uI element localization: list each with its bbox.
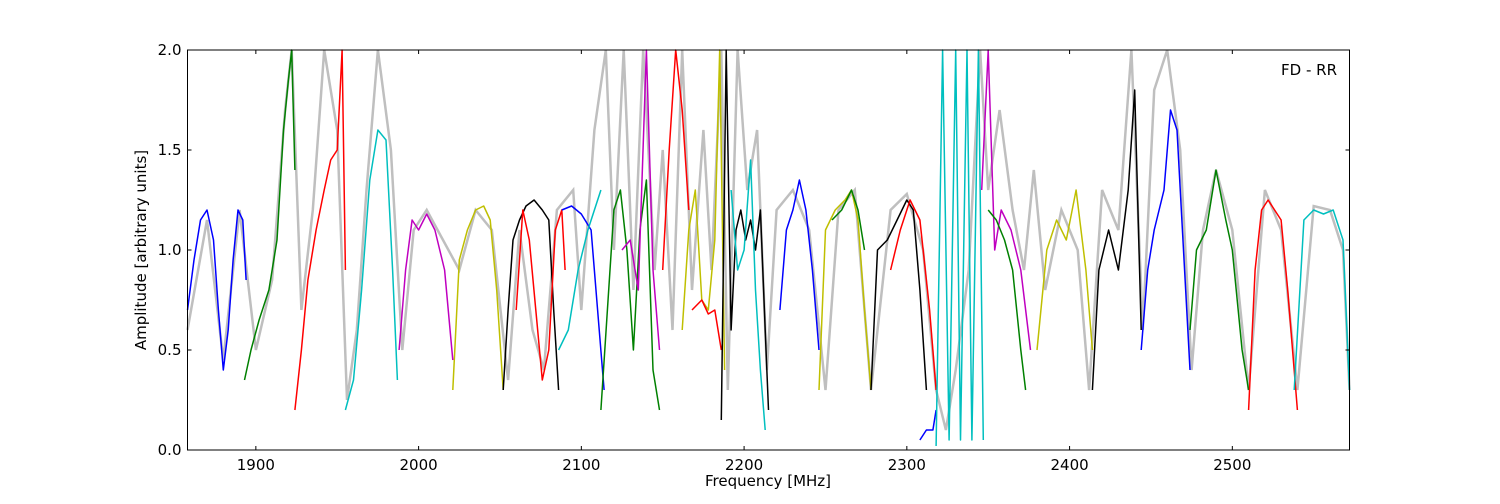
x-tick-label: 2500 [1213, 456, 1251, 474]
series-line-5 [398, 213, 454, 361]
series-line-7 [502, 199, 560, 391]
series-line-31 [1247, 199, 1299, 411]
series-line-21 [870, 199, 928, 391]
series-line-11 [600, 179, 661, 411]
series-line-9 [561, 205, 605, 391]
background-series-layer [186, 49, 1351, 431]
series-line-29 [1140, 109, 1191, 371]
x-tick-label: 2000 [400, 456, 438, 474]
series-line-16 [720, 49, 770, 421]
x-tick-label: 2400 [1050, 456, 1088, 474]
y-axis-label: Amplitude [arbitrary units] [132, 150, 150, 350]
x-tick-label: 2100 [562, 456, 600, 474]
x-tick-label: 2300 [888, 456, 926, 474]
y-tick-label: 0.0 [158, 441, 182, 459]
series-line-20 [831, 189, 866, 251]
y-tick-label: 2.0 [158, 41, 182, 59]
series-line-30 [1189, 169, 1250, 391]
series-line-32 [1293, 209, 1351, 391]
series-line-24 [935, 49, 985, 447]
series-line-3 [294, 49, 347, 411]
x-tick-label: 2200 [725, 456, 763, 474]
series-line-22 [889, 199, 937, 391]
series-line-18 [779, 179, 820, 351]
series-line-25 [980, 49, 1032, 351]
series-line-14 [681, 49, 726, 371]
series-line-2 [243, 49, 296, 381]
series-line-17 [730, 159, 766, 431]
x-axis-ticks: 1900 2000 2100 2200 2300 2400 2500 [237, 50, 1251, 474]
x-axis-label: Frequency [MHz] [705, 472, 831, 490]
series-line-27 [1036, 189, 1094, 351]
series-line-1 [186, 209, 247, 371]
series-line-28 [1091, 89, 1142, 391]
series-line-23 [919, 409, 937, 441]
series-line-26 [987, 209, 1027, 391]
background-series-line [186, 49, 1351, 431]
series-line-8 [515, 209, 566, 381]
y-tick-label: 0.5 [158, 341, 182, 359]
x-tick-label: 1900 [237, 456, 275, 474]
chart-annotation: FD - RR [1281, 61, 1337, 79]
y-axis-ticks: 0.0 0.5 1.0 1.5 2.0 [158, 41, 1350, 459]
series-line-15 [691, 299, 723, 351]
series-line-10 [557, 189, 602, 351]
y-tick-label: 1.5 [158, 141, 182, 159]
series-line-4 [344, 129, 399, 411]
series-line-6 [452, 205, 504, 391]
series-line-12 [621, 49, 661, 351]
y-tick-label: 1.0 [158, 241, 182, 259]
